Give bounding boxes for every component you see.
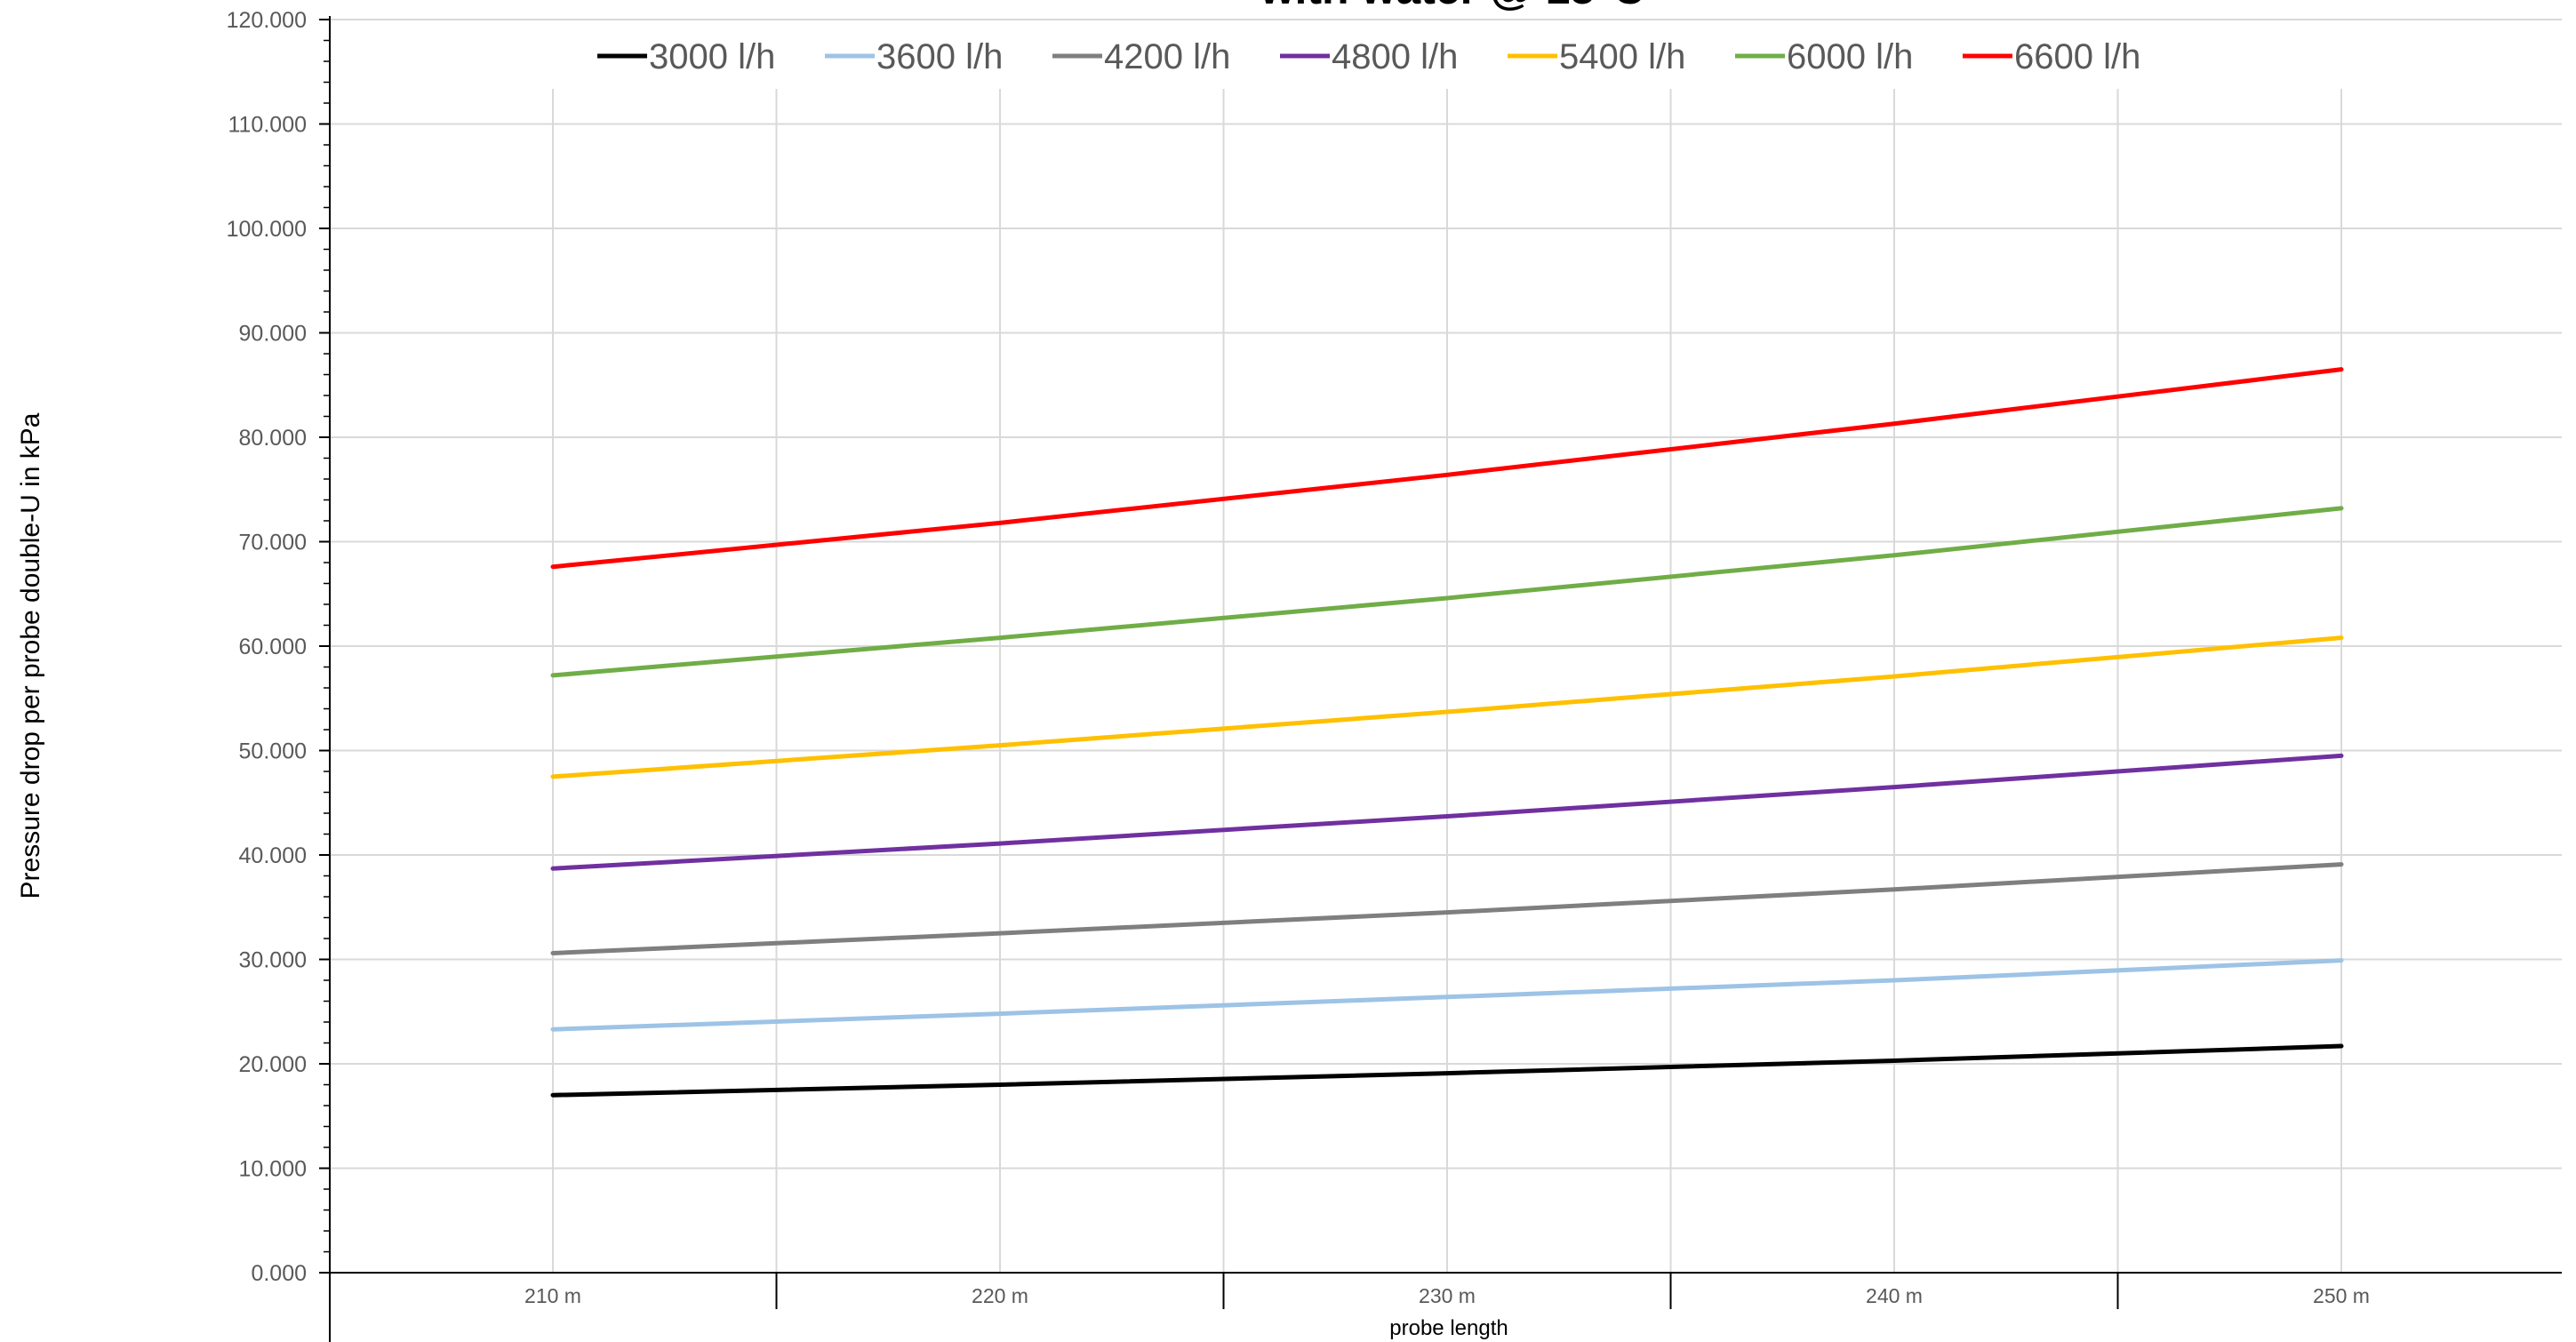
y-axis-label: Pressure drop per probe double-U in kPa <box>16 412 45 899</box>
y-tick-label: 110.000 <box>228 113 307 138</box>
series-line <box>550 635 2344 779</box>
legend: 3000 l/h 3600 l/h 4200 l/h 4800 l/h 5400 l/h… <box>597 37 2140 76</box>
legend-entry-label: 5400 l/h <box>1559 37 1685 76</box>
series-line <box>550 753 2344 871</box>
series-line <box>550 1043 2344 1098</box>
legend-entry-label: 3000 l/h <box>649 37 775 76</box>
x-tick-label: 210 m <box>524 1284 581 1307</box>
y-tick-label: 20.000 <box>239 1052 307 1077</box>
series-line <box>550 958 2344 1032</box>
y-tick-label: 120.000 <box>227 8 307 33</box>
tick-labels: 0.000 10.000 20.000 30.000 40.000 50.000 60.00… <box>227 8 2370 1307</box>
series-lines <box>550 367 2344 1098</box>
gridlines <box>330 19 2562 1273</box>
legend-entry-label: 3600 l/h <box>876 37 1003 76</box>
y-tick-label: 0.000 <box>251 1261 307 1286</box>
y-tick-label: 100.000 <box>227 217 307 242</box>
y-tick-label: 50.000 <box>239 739 307 764</box>
legend-entry-label: 6600 l/h <box>2014 37 2140 76</box>
y-tick-label: 80.000 <box>239 426 307 451</box>
y-tick-label: 60.000 <box>239 635 307 659</box>
x-tick-label: 220 m <box>972 1284 1028 1307</box>
series-line <box>550 862 2344 955</box>
legend-entry-label: 4200 l/h <box>1104 37 1230 76</box>
series-line <box>550 506 2344 678</box>
x-tick-label: 250 m <box>2313 1284 2370 1307</box>
series-line <box>550 367 2344 570</box>
y-tick-label: 90.000 <box>239 322 307 347</box>
x-axis-label: probe length <box>1389 1316 1508 1340</box>
axes <box>319 16 2562 1342</box>
y-tick-label: 30.000 <box>239 948 307 973</box>
x-tick-label: 230 m <box>1419 1284 1476 1307</box>
y-tick-label: 70.000 <box>239 531 307 555</box>
legend-entry-label: 4800 l/h <box>1332 37 1458 76</box>
chart-title: with water @ 15°C <box>1260 0 1645 13</box>
y-tick-label: 40.000 <box>239 843 307 868</box>
legend-entry-label: 6000 l/h <box>1787 37 1913 76</box>
x-tick-label: 240 m <box>1866 1284 1923 1307</box>
y-tick-label: 10.000 <box>239 1157 307 1182</box>
